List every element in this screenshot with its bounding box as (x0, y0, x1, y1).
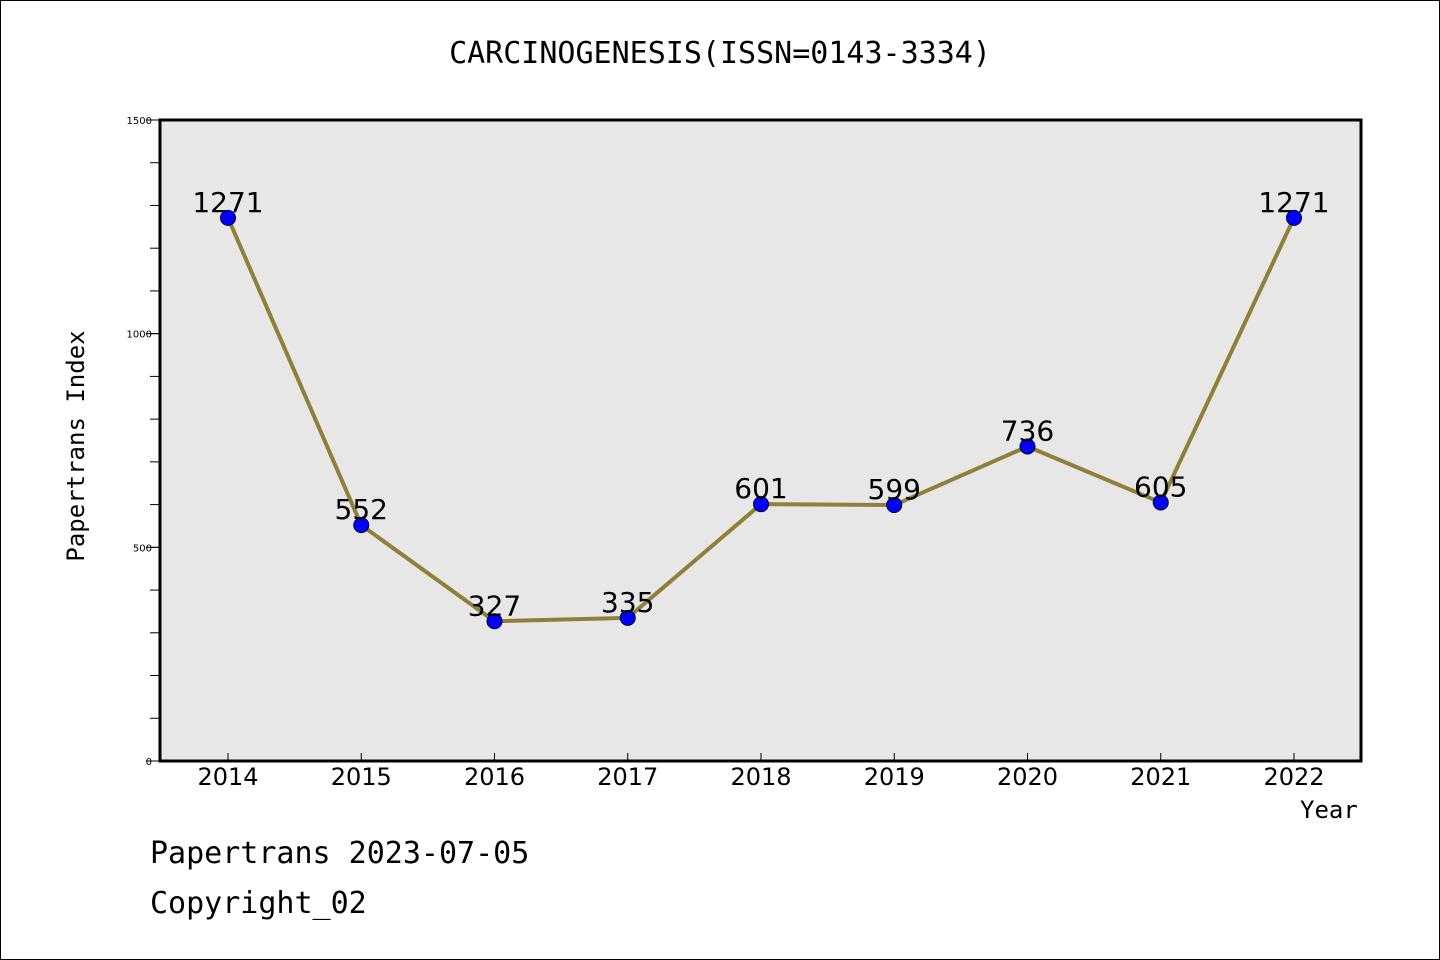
chart-title: CARCINOGENESIS(ISSN=0143-3334) (449, 36, 991, 71)
x-tick-label: 2019 (864, 763, 925, 791)
data-points (220, 209, 1302, 630)
x-tick-label: 2014 (197, 763, 258, 791)
footer-date: Papertrans 2023-07-05 (150, 836, 530, 871)
data-label: 736 (1001, 414, 1054, 447)
data-point (886, 497, 903, 514)
data-label: 327 (468, 589, 521, 622)
x-tick-label: 2015 (331, 763, 392, 791)
data-point (220, 209, 236, 226)
y-axis-ticks: 0 500 1000 1500 (127, 116, 160, 768)
x-tick-label: 2017 (597, 763, 658, 791)
x-tick-label: 2016 (464, 763, 525, 791)
y-tick-label: 1000 (127, 330, 152, 341)
plot-area (160, 120, 1361, 761)
data-point (353, 517, 370, 534)
data-point (1286, 209, 1302, 226)
data-point (1019, 438, 1036, 455)
data-label: 599 (868, 473, 921, 506)
x-tick-label: 2018 (730, 763, 791, 791)
data-label: 335 (601, 586, 654, 619)
data-point (753, 496, 769, 513)
x-tick-label: 2020 (997, 763, 1058, 791)
data-label: 1271 (192, 186, 263, 219)
x-axis-ticks: 2014 2015 2016 2017 2018 2019 2020 2021 2022 (197, 753, 1325, 791)
x-tick-label: 2021 (1130, 763, 1191, 791)
data-label: 601 (734, 472, 787, 505)
x-tick-label: 2022 (1263, 763, 1324, 791)
data-point (486, 613, 503, 630)
data-label: 552 (335, 493, 388, 526)
x-axis-label: Year (1300, 796, 1358, 824)
footer-copyright: Copyright_02 (150, 886, 367, 921)
y-tick-label: 1500 (127, 116, 152, 127)
data-point (1152, 494, 1169, 511)
plot-border (158, 118, 1363, 763)
data-labels: 1271 552 327 335 601 599 736 605 1271 (192, 186, 1329, 622)
y-tick-label: 500 (133, 543, 152, 554)
data-label: 605 (1134, 470, 1187, 503)
y-tick-label: 0 (146, 757, 152, 768)
data-label: 1271 (1258, 186, 1329, 219)
data-point (619, 609, 636, 626)
